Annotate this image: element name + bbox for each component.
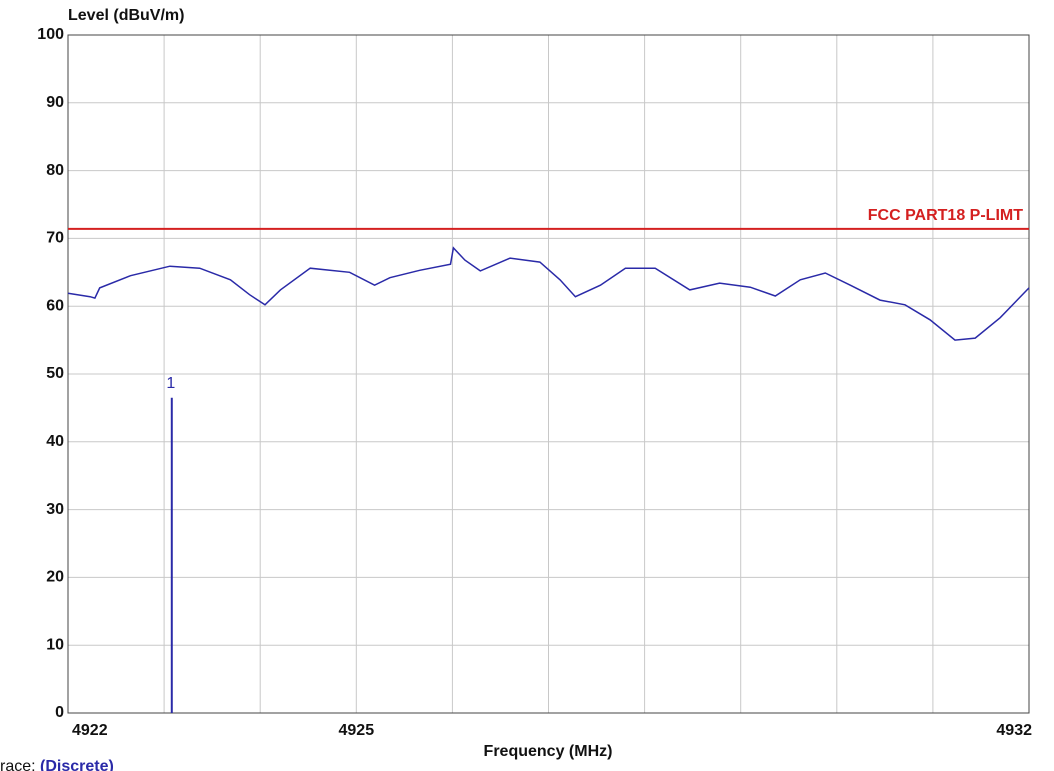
- marker-label: 1: [166, 375, 175, 392]
- y-tick-label: 90: [46, 94, 64, 111]
- y-tick-label: 100: [37, 26, 64, 43]
- legend-entry: (Discrete): [40, 758, 114, 771]
- limit-label: FCC PART18 P-LIMT: [868, 207, 1023, 224]
- trace-line: [67, 246, 1030, 341]
- plot-frame: [67, 34, 1030, 714]
- y-tick-label: 40: [46, 433, 64, 450]
- x-tick-label: 4922: [72, 722, 108, 739]
- x-tick-label: 4932: [996, 722, 1032, 739]
- x-tick-label: 4925: [339, 722, 375, 739]
- y-tick-label: 80: [46, 162, 64, 179]
- y-tick-label: 70: [46, 230, 64, 247]
- y-tick-label: 20: [46, 569, 64, 586]
- y-tick-label: 60: [46, 297, 64, 314]
- y-tick-label: 50: [46, 365, 64, 382]
- y-tick-label: 30: [46, 501, 64, 518]
- trace-prefix: race:: [0, 758, 36, 771]
- y-axis-label: Level (dBuV/m): [68, 7, 184, 24]
- y-tick-label: 10: [46, 636, 64, 653]
- y-tick-label: 0: [55, 704, 64, 721]
- x-axis-label: Frequency (MHz): [484, 743, 613, 760]
